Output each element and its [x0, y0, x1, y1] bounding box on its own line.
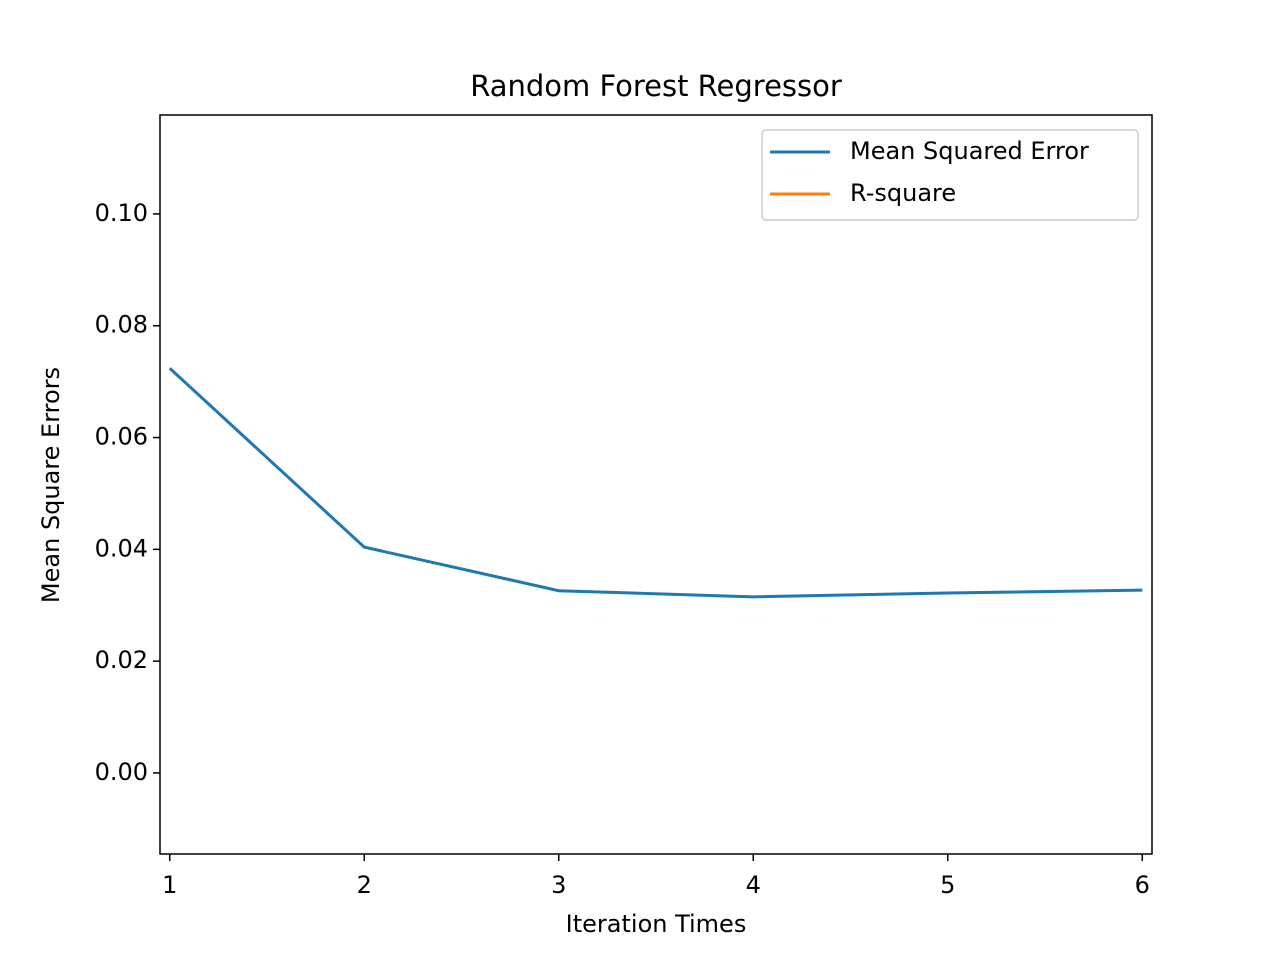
y-tick-label: 0.06 — [95, 423, 148, 451]
x-tick-label: 4 — [746, 871, 761, 899]
x-tick-label: 2 — [357, 871, 372, 899]
line-series — [168, 367, 1143, 599]
y-tick-label: 0.00 — [95, 758, 148, 786]
y-axis-label: Mean Square Errors — [37, 367, 65, 603]
x-tick-label: 6 — [1135, 871, 1150, 899]
chart-title: Random Forest Regressor — [470, 69, 842, 103]
legend-label: Mean Squared Error — [850, 137, 1089, 165]
x-axis-label: Iteration Times — [566, 910, 747, 938]
y-tick-label: 0.10 — [95, 199, 148, 227]
x-tick-label: 3 — [551, 871, 566, 899]
plot-frame — [159, 114, 1153, 855]
legend-label: R-square — [850, 179, 956, 207]
y-tick-label: 0.02 — [95, 646, 148, 674]
y-tick-label: 0.04 — [95, 534, 148, 562]
x-tick-label: 5 — [940, 871, 955, 899]
x-tick-label: 1 — [162, 871, 177, 899]
legend-box — [761, 129, 1139, 221]
y-tick-label: 0.08 — [95, 311, 148, 339]
